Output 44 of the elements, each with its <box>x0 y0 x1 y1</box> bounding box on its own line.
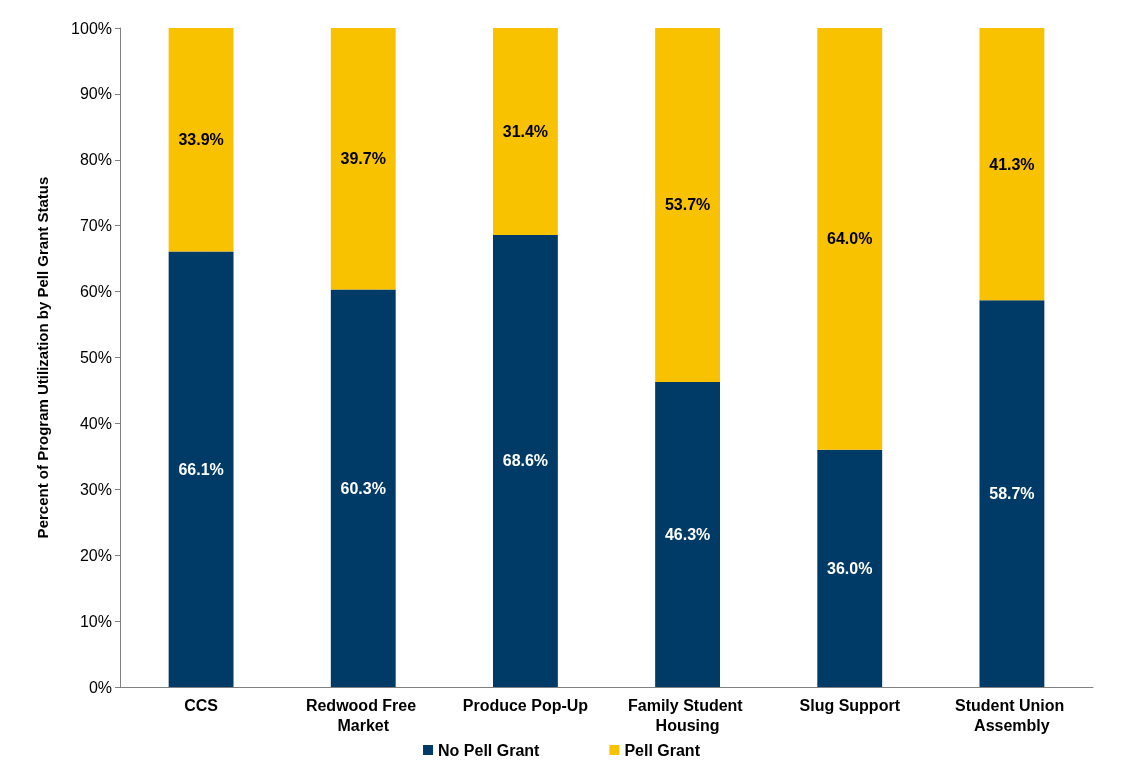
bar <box>655 381 721 687</box>
data-label: 66.1% <box>178 460 224 478</box>
y-tick-label: 0% <box>88 678 112 696</box>
data-label: 64.0% <box>827 230 873 248</box>
data-label: 60.3% <box>340 479 386 497</box>
y-tick-label: 20% <box>79 546 112 564</box>
data-label: 36.0% <box>827 559 873 577</box>
x-tick-label: Redwood Free Market <box>305 696 421 734</box>
data-label: 58.7% <box>989 485 1035 503</box>
bar <box>817 28 883 450</box>
data-label: 33.9% <box>178 131 224 149</box>
data-label: 31.4% <box>502 122 549 140</box>
data-label: 39.7% <box>340 150 386 168</box>
data-label: 53.7% <box>664 196 711 214</box>
data-label: 68.6% <box>502 452 549 470</box>
data-label: 46.3% <box>664 525 711 543</box>
data-label: 41.3% <box>989 155 1035 173</box>
y-tick-label: 50% <box>79 349 112 366</box>
y-tick-label: 100% <box>71 19 112 37</box>
legend-label: No Pell Grant <box>438 741 541 759</box>
bar <box>979 300 1045 687</box>
bar <box>330 28 396 290</box>
legend-label: Pell Grant <box>624 741 701 759</box>
bar <box>168 251 234 687</box>
y-tick-label: 10% <box>79 612 112 630</box>
x-tick-label: CCS <box>184 696 219 714</box>
y-tick-label: 90% <box>79 85 112 103</box>
bar <box>330 289 396 687</box>
x-tick-label: Produce Pop-Up <box>462 696 589 714</box>
y-axis-title: Percent of Program Utilization by Pell Grant Status <box>34 176 51 539</box>
x-tick-label: Family Student Housing <box>628 696 748 734</box>
bar <box>655 28 721 382</box>
bar <box>979 28 1045 301</box>
y-tick-label: 70% <box>79 217 112 235</box>
y-tick-label: 30% <box>79 480 112 498</box>
y-tick-label: 80% <box>79 151 112 169</box>
x-tick-label: Slug Support <box>799 696 901 714</box>
y-tick-label: 40% <box>79 414 112 432</box>
bar <box>817 449 883 687</box>
bar <box>492 28 558 235</box>
bar <box>492 234 558 687</box>
bar <box>168 28 234 252</box>
y-tick-label: 60% <box>79 283 112 301</box>
x-tick-label: Student Union Assembly <box>955 696 1069 734</box>
